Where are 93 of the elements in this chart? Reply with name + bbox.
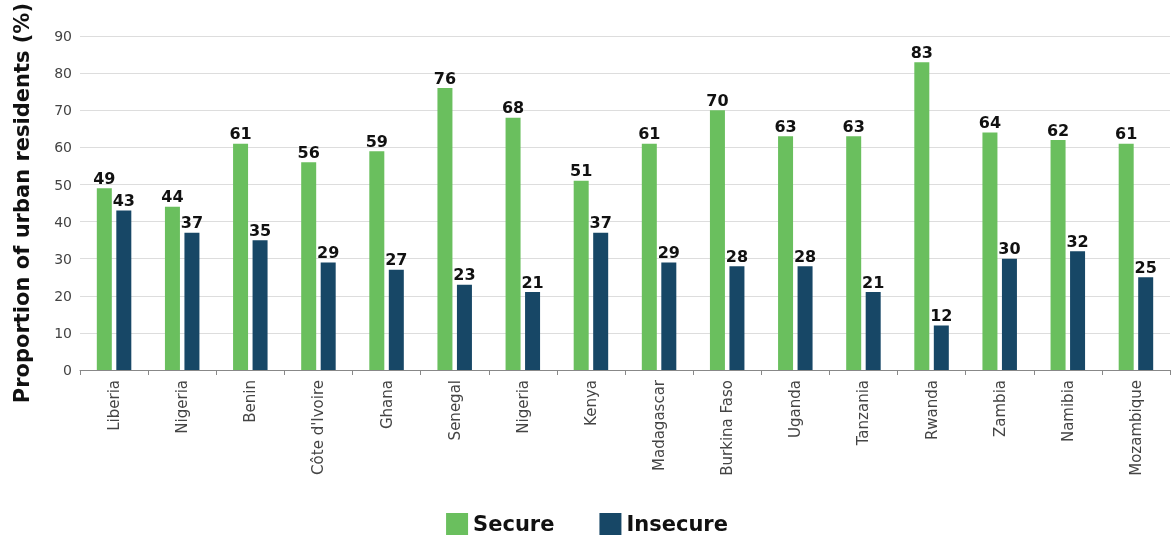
bar [573, 180, 589, 370]
bar [641, 143, 657, 370]
bar [1001, 258, 1017, 370]
data-label: 64 [978, 113, 1002, 133]
bar [437, 88, 453, 370]
y-tick-label: 10 [54, 324, 72, 341]
bar [982, 132, 998, 370]
data-label: 30 [998, 239, 1021, 259]
bar [846, 136, 862, 370]
x-tick-label: Côte d'Ivoire [309, 380, 328, 475]
data-label: 21 [862, 272, 885, 292]
data-label: 59 [365, 131, 388, 151]
data-label: 63 [842, 116, 865, 136]
x-tick-label: Ghana [377, 380, 396, 430]
data-label: 21 [521, 272, 544, 292]
bar [865, 292, 881, 370]
y-tick-label: 0 [63, 362, 72, 378]
data-label: 32 [1066, 231, 1089, 251]
y-tick-label: 30 [54, 250, 72, 267]
data-label: 28 [793, 246, 817, 266]
data-label: 61 [1115, 124, 1138, 144]
y-axis-title: Proportion of urban residents (%) [9, 3, 34, 404]
x-tick-label: Liberia [105, 380, 124, 431]
y-tick-label: 60 [54, 139, 72, 156]
x-tick-label: Benin [241, 380, 260, 423]
y-tick-label: 50 [54, 176, 72, 193]
bar [164, 206, 180, 370]
bar [778, 136, 794, 370]
x-tick-label: Zambia [990, 380, 1009, 437]
data-label: 49 [93, 168, 116, 188]
data-label: 23 [453, 265, 476, 285]
bar [505, 117, 521, 370]
data-label: 35 [248, 220, 272, 240]
bar [233, 143, 249, 370]
bar [320, 262, 336, 370]
x-tick-label: Tanzania [854, 380, 873, 447]
bar [301, 162, 317, 370]
bar [525, 292, 541, 370]
x-tick-label: Senegal [445, 380, 464, 441]
x-tick-label: Namibia [1058, 380, 1077, 443]
legend-label: Insecure [626, 512, 728, 536]
bar [456, 284, 472, 370]
data-label: 51 [570, 161, 593, 181]
data-label: 62 [1046, 120, 1070, 140]
y-tick-label: 80 [54, 65, 72, 82]
bar [1050, 140, 1066, 370]
bar [709, 110, 725, 370]
x-tick-label: Mozambique [1126, 380, 1145, 476]
data-label: 29 [657, 242, 680, 262]
y-tick-label: 40 [54, 213, 72, 230]
bar [369, 151, 385, 370]
bar [96, 188, 112, 370]
data-label: 56 [297, 142, 320, 162]
bar [593, 232, 609, 370]
y-tick-label: 70 [54, 102, 72, 119]
data-label: 25 [1134, 257, 1157, 277]
data-label: 61 [638, 124, 661, 144]
data-label: 12 [930, 305, 953, 325]
legend-label: Secure [473, 512, 555, 536]
bar [388, 269, 404, 370]
bar [661, 262, 677, 370]
x-tick-label: Nigeria [513, 380, 532, 434]
data-label: 37 [180, 213, 204, 233]
bar [116, 210, 132, 370]
data-label: 29 [317, 242, 340, 262]
x-tick-label: Madagascar [650, 379, 669, 471]
bar [797, 266, 813, 370]
bar [1118, 143, 1134, 370]
data-label: 43 [112, 191, 135, 210]
data-label: 83 [910, 42, 933, 62]
x-tick-label: Uganda [786, 380, 805, 438]
bar [1138, 277, 1154, 370]
data-label: 70 [706, 90, 729, 110]
bar [729, 266, 745, 370]
x-tick-label: Nigeria [173, 380, 192, 434]
bar [914, 62, 930, 370]
data-label: 37 [589, 213, 612, 233]
y-tick-label: 90 [54, 28, 72, 45]
x-tick-label: Rwanda [922, 380, 941, 441]
data-label: 27 [385, 250, 408, 270]
data-label: 61 [229, 124, 252, 144]
x-tick-label: Kenya [581, 380, 600, 426]
data-label: 28 [725, 246, 749, 266]
data-label: 76 [433, 68, 457, 88]
y-tick-label: 20 [54, 287, 72, 304]
data-label: 63 [774, 116, 797, 136]
data-label: 68 [501, 98, 525, 118]
x-tick-label: Burkina Faso [718, 380, 737, 476]
bar [1070, 251, 1086, 370]
bar [933, 325, 949, 370]
bar [252, 240, 268, 370]
data-label: 44 [161, 187, 184, 207]
bar [184, 232, 200, 370]
